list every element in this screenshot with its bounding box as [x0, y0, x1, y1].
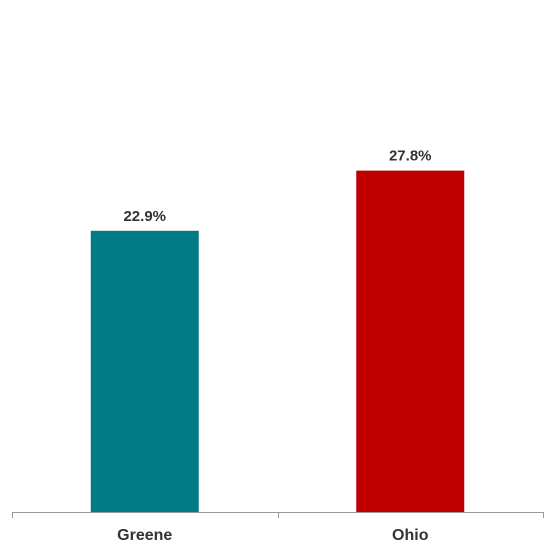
x-axis-label-ohio: Ohio [392, 527, 429, 544]
data-label-ohio: 27.8% [389, 148, 432, 165]
x-axis-labels: Greene Ohio [117, 527, 429, 544]
x-axis-label-greene: Greene [117, 527, 172, 544]
bars-group [90, 170, 465, 512]
data-label-greene: 22.9% [123, 208, 166, 225]
bar-ohio [356, 170, 465, 512]
data-labels-group: 22.9% 27.8% [123, 148, 431, 225]
x-axis-ticks [12, 512, 544, 518]
bar-greene [90, 230, 199, 512]
